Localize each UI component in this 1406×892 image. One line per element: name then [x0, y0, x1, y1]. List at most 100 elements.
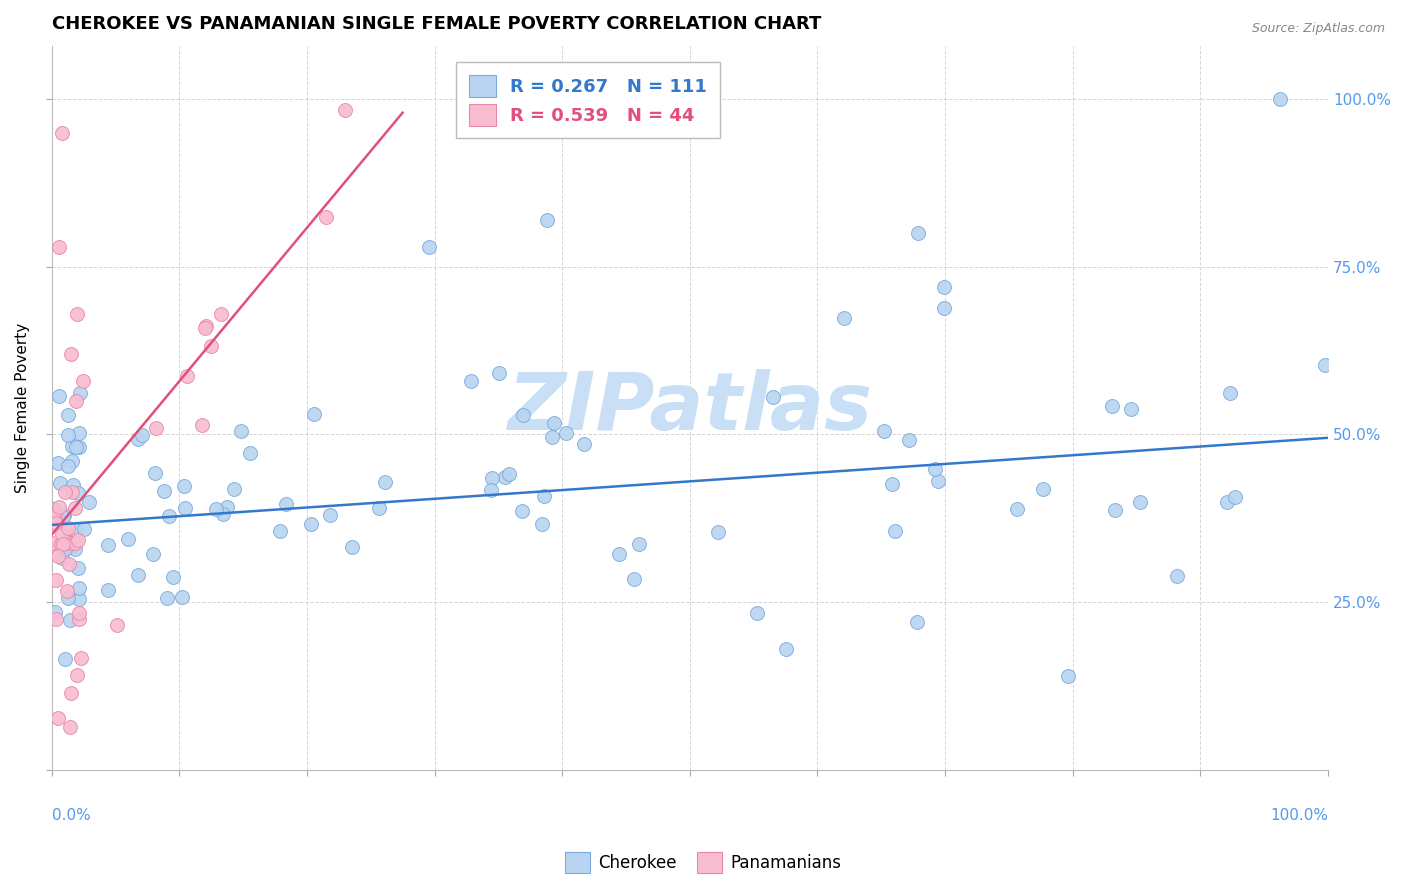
Point [609, 548, 631, 562]
Point [67, 611, 90, 625]
Point [73, 522, 96, 536]
Point [66, 668, 89, 682]
Point [205, 502, 228, 516]
Point [747, 607, 769, 621]
Point [195, 318, 218, 333]
Text: CHEROKEE VS PANAMANIAN SINGLE FEMALE POVERTY CORRELATION CHART: CHEROKEE VS PANAMANIAN SINGLE FEMALE POV… [52, 15, 821, 33]
Point [706, 525, 728, 540]
Point [45, 516, 67, 530]
Point [44, 606, 66, 620]
Point [153, 484, 176, 499]
Point [498, 467, 520, 482]
Point [211, 507, 233, 521]
Point [48, 240, 70, 254]
Point [274, 497, 297, 511]
Point [1101, 399, 1123, 413]
Point [832, 310, 855, 325]
Point [1007, 501, 1029, 516]
Point [69, 651, 91, 665]
Point [762, 390, 785, 404]
Point [299, 516, 322, 531]
Point [200, 339, 222, 353]
Point [60, 439, 83, 453]
Point [52, 510, 75, 524]
Point [873, 424, 896, 438]
Point [63, 536, 86, 550]
Point [46, 456, 69, 470]
Point [59, 613, 82, 627]
Point [172, 591, 194, 605]
Point [239, 445, 262, 459]
Point [105, 618, 128, 632]
Point [46, 549, 69, 563]
Point [481, 471, 503, 485]
Point [145, 421, 167, 435]
Point [367, 500, 389, 515]
Point [59, 540, 82, 554]
Point [60, 454, 83, 468]
Point [67, 425, 90, 440]
Text: Source: ZipAtlas.com: Source: ZipAtlas.com [1251, 22, 1385, 36]
Point [494, 470, 516, 484]
Point [905, 615, 928, 629]
Point [907, 227, 929, 241]
Point [60, 347, 83, 361]
Point [224, 482, 246, 496]
Point [59, 686, 82, 700]
Point [531, 517, 554, 532]
Point [269, 524, 291, 538]
Point [65, 393, 87, 408]
Point [884, 524, 907, 538]
Point [157, 508, 180, 523]
Point [66, 533, 89, 547]
Point [55, 538, 77, 552]
Point [488, 366, 510, 380]
Point [67, 606, 90, 620]
Point [77, 495, 100, 509]
Point [319, 508, 342, 522]
Point [63, 542, 86, 557]
Point [65, 524, 87, 538]
Point [41, 536, 63, 550]
Point [51, 527, 73, 541]
Point [60, 484, 83, 499]
Point [924, 462, 946, 476]
Legend: R = 0.267   N = 111, R = 0.539   N = 44: R = 0.267 N = 111, R = 0.539 N = 44 [456, 62, 720, 138]
Point [127, 568, 149, 582]
Point [42, 508, 65, 523]
Point [42, 501, 65, 516]
Point [53, 485, 76, 500]
Point [190, 417, 212, 432]
Point [1121, 402, 1143, 417]
Point [117, 533, 139, 547]
Point [51, 126, 73, 140]
Point [1129, 495, 1152, 509]
Point [880, 476, 903, 491]
Point [69, 591, 91, 606]
Point [56, 535, 79, 549]
Point [1219, 386, 1241, 401]
Point [479, 483, 502, 497]
Point [58, 557, 80, 571]
Point [533, 489, 555, 503]
Point [52, 508, 75, 522]
Point [51, 550, 73, 565]
Point [215, 500, 238, 515]
Point [510, 504, 533, 518]
Point [934, 301, 956, 316]
Point [67, 581, 90, 595]
Point [898, 433, 921, 447]
Point [209, 307, 232, 321]
Point [418, 240, 440, 254]
Point [536, 213, 558, 227]
Point [56, 521, 79, 535]
Point [56, 428, 79, 442]
Point [52, 537, 75, 551]
Point [44, 507, 66, 521]
Point [512, 409, 534, 423]
Text: ZIPatlas: ZIPatlas [508, 368, 872, 447]
Point [1104, 502, 1126, 516]
Point [67, 440, 90, 454]
Point [340, 540, 363, 554]
Point [48, 500, 70, 514]
